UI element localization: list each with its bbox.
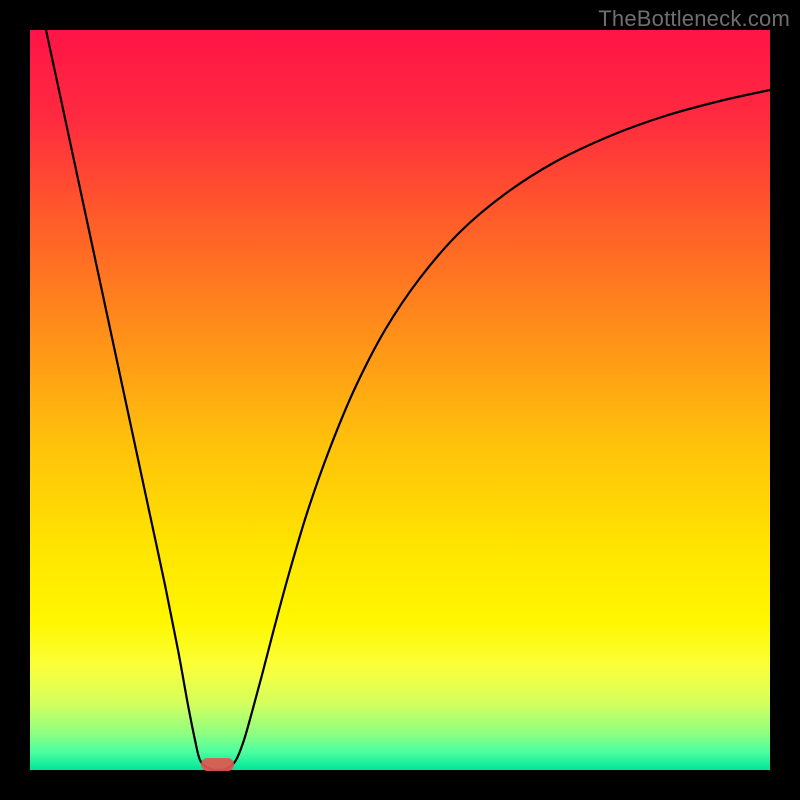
chart-container: TheBottleneck.com <box>0 0 800 800</box>
bottleneck-chart <box>0 0 800 800</box>
watermark-label: TheBottleneck.com <box>598 6 790 32</box>
plot-background <box>30 30 770 770</box>
optimal-marker <box>201 758 234 771</box>
